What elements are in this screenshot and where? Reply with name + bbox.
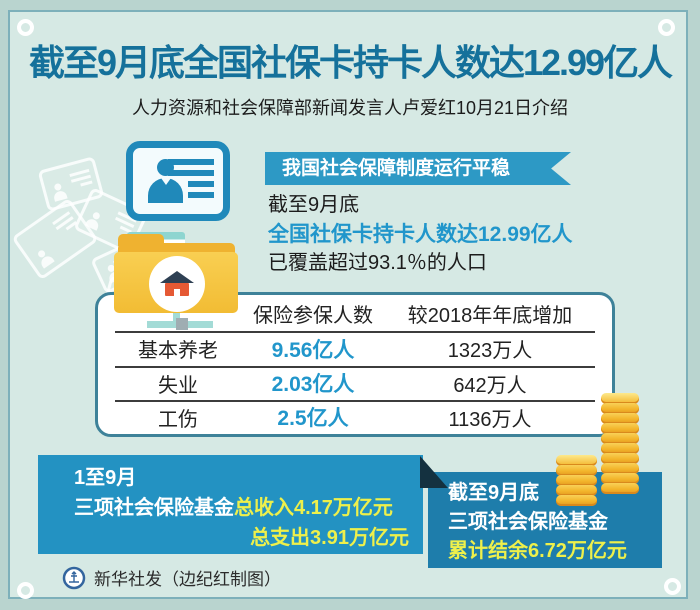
row-increase-value: 1323万人 xyxy=(447,340,533,362)
coin-stack-icon xyxy=(556,455,597,506)
table-divider xyxy=(115,366,595,368)
pin-hole-icon xyxy=(17,19,34,36)
xinhua-logo-icon xyxy=(62,566,86,589)
table-row: 失业 2.03亿人 642万人 xyxy=(98,366,612,400)
row-insured-value: 2.5亿人 xyxy=(277,407,349,430)
fund-label: 三项社会保险基金 xyxy=(448,511,608,533)
income-line: 三项社会保险基金总收入4.17万亿元 xyxy=(74,493,409,523)
fund-label: 三项社会保险基金 xyxy=(74,497,234,519)
house-icon xyxy=(160,269,194,299)
row-insured-value: 2.03亿人 xyxy=(271,373,355,396)
summary-text: 截至9月底 全国社保卡持卡人数达12.99亿人 已覆盖超过93.1％的人口 xyxy=(268,191,573,278)
network-node-icon xyxy=(176,318,188,330)
footer-credit: 新华社发（边纪红制图） xyxy=(62,565,281,590)
home-badge-icon xyxy=(149,256,205,312)
row-increase-value: 1136万人 xyxy=(448,408,532,431)
insurance-table: 保险参保人数 较2018年年底增加 基本养老 9.56亿人 1323万人 失业 … xyxy=(95,292,615,437)
row-label: 基本养老 xyxy=(138,340,218,362)
col-header-increase: 较2018年年底增加 xyxy=(407,304,573,327)
pin-hole-icon xyxy=(658,19,675,36)
coin-stack-icon xyxy=(601,393,639,494)
row-label: 失业 xyxy=(158,374,198,397)
page-subtitle: 人力资源和社会保障部新闻发言人卢爱红10月21日介绍 xyxy=(131,98,569,118)
ribbon-banner: 我国社会保障制度运行平稳 xyxy=(265,152,571,185)
fund-income-box: 1至9月 三项社会保险基金总收入4.17万亿元 总支出3.91万亿元 xyxy=(38,455,423,554)
income-period: 1至9月 xyxy=(74,467,137,489)
card-text-lines-icon xyxy=(168,159,214,198)
balance-value: 累计结余6.72万亿元 xyxy=(448,540,627,562)
social-security-card-icon xyxy=(126,141,230,221)
table-row: 工伤 2.5亿人 1136万人 xyxy=(98,400,612,434)
row-increase-value: 642万人 xyxy=(453,374,527,397)
table-divider xyxy=(115,400,595,402)
table-header-row: 保险参保人数 较2018年年底增加 xyxy=(98,295,612,331)
person-icon xyxy=(148,178,183,203)
balance-period: 截至9月底 xyxy=(448,482,540,504)
income-value: 总收入4.17万亿元 xyxy=(234,497,393,519)
table-row: 基本养老 9.56亿人 1323万人 xyxy=(98,331,612,366)
pin-hole-icon xyxy=(664,578,681,595)
row-label: 工伤 xyxy=(158,408,198,431)
network-icon xyxy=(173,310,180,323)
page-title: 截至9月底全国社保卡持卡人数达12.99亿人 xyxy=(28,42,673,83)
expense-value: 总支出3.91万亿元 xyxy=(250,527,409,549)
summary-date-line: 截至9月底 xyxy=(268,194,360,216)
row-insured-value: 9.56亿人 xyxy=(271,338,355,362)
summary-coverage-line: 已覆盖超过93.1％的人口 xyxy=(268,252,487,274)
summary-cardholders-line: 全国社保卡持卡人数达12.99亿人 xyxy=(268,223,573,246)
col-header-insured: 保险参保人数 xyxy=(253,304,373,327)
table-divider xyxy=(115,331,595,333)
pin-hole-icon xyxy=(17,582,34,599)
credit-text: 新华社发（边纪红制图） xyxy=(94,570,281,589)
